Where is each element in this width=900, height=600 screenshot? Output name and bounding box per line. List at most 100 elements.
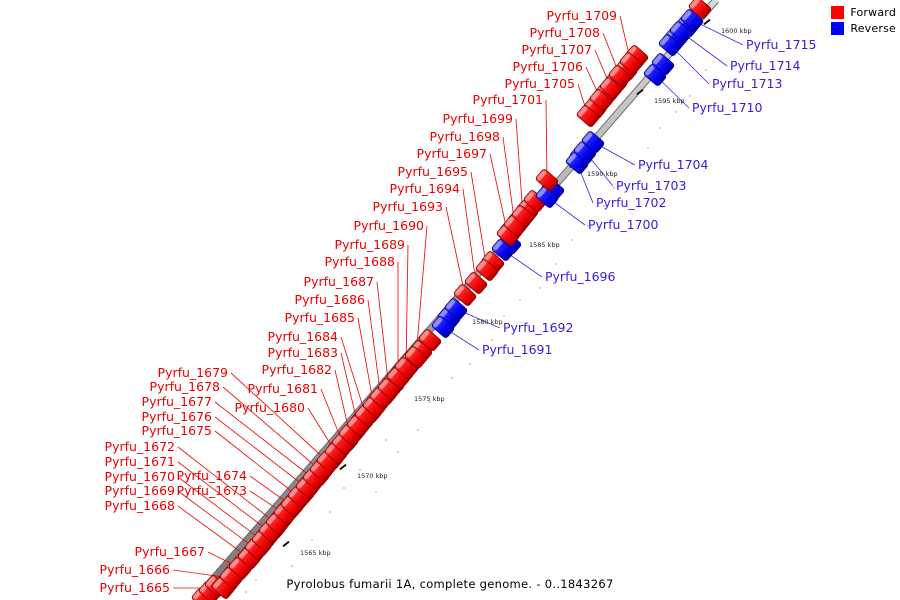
gene-label-pyrfu_1672[interactable]: Pyrfu_1672 <box>104 438 175 454</box>
gene-block-pyrfu_1666[interactable] <box>218 566 243 591</box>
gene-block-pyrfu_1692[interactable] <box>443 297 468 322</box>
gene-label-pyrfu_1680[interactable]: Pyrfu_1680 <box>234 399 305 415</box>
gene-label-pyrfu_1693[interactable]: Pyrfu_1693 <box>372 198 443 214</box>
gene-block-pyrfu_1677[interactable] <box>301 467 326 492</box>
gene-block[interactable] <box>522 189 547 214</box>
gene-block-pyrfu_1710[interactable] <box>642 63 667 88</box>
gene-block-pyrfu_1675[interactable] <box>286 485 311 510</box>
gene-block-pyrfu_1715[interactable] <box>679 8 704 33</box>
gene-label-pyrfu_1666[interactable]: Pyrfu_1666 <box>99 561 170 577</box>
gene-label-pyrfu_1704[interactable]: Pyrfu_1704 <box>638 156 709 172</box>
gene-block-pyrfu_1693[interactable] <box>452 283 477 308</box>
gene-label-pyrfu_1707[interactable]: Pyrfu_1707 <box>521 41 592 57</box>
gene-label-pyrfu_1673[interactable]: Pyrfu_1673 <box>176 482 247 498</box>
gene-block-pyrfu_1681[interactable] <box>330 432 355 457</box>
gene-label-pyrfu_1665[interactable]: Pyrfu_1665 <box>99 579 170 595</box>
gene-label-pyrfu_1668[interactable]: Pyrfu_1668 <box>104 497 175 513</box>
gene-block-pyrfu_1678[interactable] <box>308 459 333 484</box>
gene-label-pyrfu_1687[interactable]: Pyrfu_1687 <box>303 273 374 289</box>
gene-label-pyrfu_1685[interactable]: Pyrfu_1685 <box>284 309 355 325</box>
gene-label-pyrfu_1688[interactable]: Pyrfu_1688 <box>324 253 395 269</box>
gene-label-pyrfu_1702[interactable]: Pyrfu_1702 <box>596 194 667 210</box>
gene-label-pyrfu_1675[interactable]: Pyrfu_1675 <box>141 422 212 438</box>
gene-label-pyrfu_1698[interactable]: Pyrfu_1698 <box>429 128 500 144</box>
gene-label-pyrfu_1686[interactable]: Pyrfu_1686 <box>294 291 365 307</box>
gene-label-pyrfu_1700[interactable]: Pyrfu_1700 <box>588 216 659 232</box>
gene-block-pyrfu_1706[interactable] <box>588 88 613 113</box>
gene-block-pyrfu_1674[interactable] <box>279 494 304 519</box>
gene-block[interactable] <box>687 0 712 20</box>
gene-label-pyrfu_1713[interactable]: Pyrfu_1713 <box>712 75 783 91</box>
gene-label-pyrfu_1681[interactable]: Pyrfu_1681 <box>247 380 318 396</box>
gene-label-pyrfu_1667[interactable]: Pyrfu_1667 <box>134 543 205 559</box>
gene-label-pyrfu_1701[interactable]: Pyrfu_1701 <box>472 91 543 107</box>
gene-label-pyrfu_1682[interactable]: Pyrfu_1682 <box>261 361 332 377</box>
gene-label-pyrfu_1697[interactable]: Pyrfu_1697 <box>416 145 487 161</box>
gene-block-pyrfu_1700[interactable] <box>534 185 559 210</box>
gene-label-pyrfu_1678[interactable]: Pyrfu_1678 <box>149 378 220 394</box>
gene-block-pyrfu_1704[interactable] <box>580 130 605 155</box>
gene-block-pyrfu_1676[interactable] <box>294 476 319 501</box>
gene-label-pyrfu_1690[interactable]: Pyrfu_1690 <box>353 217 424 233</box>
gene-label-pyrfu_1710[interactable]: Pyrfu_1710 <box>692 99 763 115</box>
gene-block-pyrfu_1714[interactable] <box>668 20 693 45</box>
legend-row-reverse[interactable]: Reverse <box>831 22 896 35</box>
gene-label-pyrfu_1696[interactable]: Pyrfu_1696 <box>545 268 616 284</box>
gene-block-pyrfu_1694[interactable] <box>463 271 488 296</box>
legend-row-forward[interactable]: Forward <box>831 6 896 19</box>
gene-block-pyrfu_1703[interactable] <box>572 140 597 165</box>
gene-block-pyrfu_1668[interactable] <box>236 546 261 571</box>
gene-label-pyrfu_1670[interactable]: Pyrfu_1670 <box>104 468 175 484</box>
gene-block-pyrfu_1670[interactable] <box>250 529 275 554</box>
gene-label-pyrfu_1706[interactable]: Pyrfu_1706 <box>512 58 583 74</box>
gene-block-pyrfu_1702[interactable] <box>564 151 589 176</box>
gene-label-pyrfu_1691[interactable]: Pyrfu_1691 <box>482 341 553 357</box>
gene-label-pyrfu_1709[interactable]: Pyrfu_1709 <box>546 7 617 23</box>
gene-label-pyrfu_1669[interactable]: Pyrfu_1669 <box>104 482 175 498</box>
gene-block-pyrfu_1684[interactable] <box>353 404 378 429</box>
gene-block-pyrfu_1705[interactable] <box>575 104 600 129</box>
gene-block-pyrfu_1701[interactable] <box>534 168 559 193</box>
gene-block-pyrfu_1689[interactable] <box>393 356 418 381</box>
gene-block-pyrfu_1667[interactable] <box>227 556 252 581</box>
gene-block[interactable] <box>417 328 442 353</box>
gene-block-pyrfu_1669[interactable] <box>243 537 268 562</box>
gene-block-pyrfu_1691[interactable] <box>430 315 455 340</box>
gene-block-pyrfu_1696[interactable] <box>490 238 515 263</box>
gene-label-pyrfu_1695[interactable]: Pyrfu_1695 <box>397 163 468 179</box>
gene-label-pyrfu_1684[interactable]: Pyrfu_1684 <box>267 328 338 344</box>
gene-block-pyrfu_1713[interactable] <box>657 33 682 58</box>
gene-block-pyrfu_1682[interactable] <box>337 423 362 448</box>
gene-label-pyrfu_1703[interactable]: Pyrfu_1703 <box>616 177 687 193</box>
gene-label-pyrfu_1679[interactable]: Pyrfu_1679 <box>157 364 228 380</box>
gene-block-pyrfu_1690[interactable] <box>403 345 428 370</box>
gene-block-pyrfu_1665[interactable] <box>210 576 235 600</box>
gene-block-pyrfu_1672[interactable] <box>264 512 289 537</box>
gene-label-pyrfu_1714[interactable]: Pyrfu_1714 <box>730 57 801 73</box>
gene-block-pyrfu_1708[interactable] <box>607 64 632 89</box>
gene-block-pyrfu_1685[interactable] <box>361 395 386 420</box>
gene-block-pyrfu_1707[interactable] <box>598 76 623 101</box>
gene-block-pyrfu_1688[interactable] <box>385 366 410 391</box>
gene-block-pyrfu_1698[interactable] <box>502 214 527 239</box>
gene-block-pyrfu_1697[interactable] <box>495 223 520 248</box>
gene-label-pyrfu_1689[interactable]: Pyrfu_1689 <box>334 236 405 252</box>
gene-block-pyrfu_1695[interactable] <box>474 258 499 283</box>
gene-block-pyrfu_1683[interactable] <box>345 414 370 439</box>
gene-block-pyrfu_1686[interactable] <box>368 386 393 411</box>
gene-label-pyrfu_1683[interactable]: Pyrfu_1683 <box>267 344 338 360</box>
gene-block[interactable] <box>650 52 675 77</box>
gene-block-pyrfu_1699[interactable] <box>510 204 535 229</box>
gene-label-pyrfu_1699[interactable]: Pyrfu_1699 <box>442 110 513 126</box>
gene-block-pyrfu_1709[interactable] <box>618 51 643 76</box>
gene-label-pyrfu_1671[interactable]: Pyrfu_1671 <box>104 453 175 469</box>
gene-label-pyrfu_1708[interactable]: Pyrfu_1708 <box>529 24 600 40</box>
gene-block[interactable] <box>436 306 461 331</box>
gene-block-pyrfu_1687[interactable] <box>376 377 401 402</box>
gene-block-pyrfu_1671[interactable] <box>257 520 282 545</box>
gene-label-pyrfu_1676[interactable]: Pyrfu_1676 <box>141 408 212 424</box>
gene-block-pyrfu_1680[interactable] <box>323 441 348 466</box>
gene-block-pyrfu_1679[interactable] <box>315 450 340 475</box>
gene-label-pyrfu_1674[interactable]: Pyrfu_1674 <box>176 467 247 483</box>
gene-label-pyrfu_1692[interactable]: Pyrfu_1692 <box>503 319 574 335</box>
